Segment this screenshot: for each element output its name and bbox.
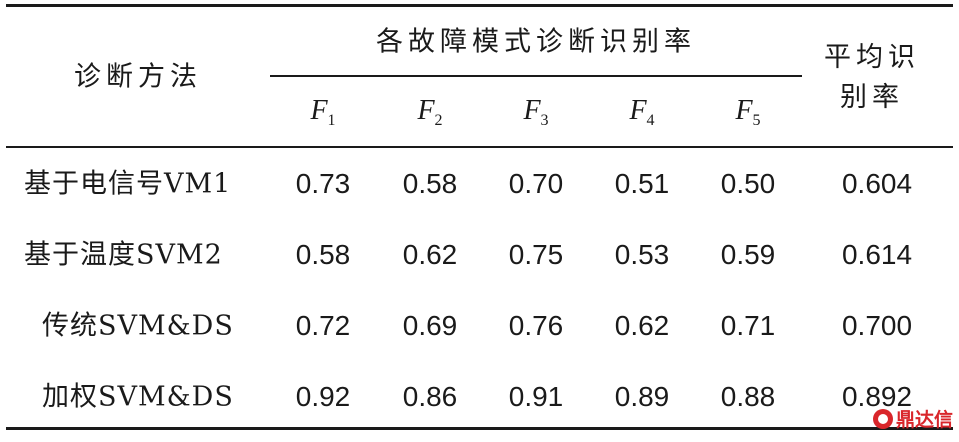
row-1-f2: 0.58 [402,168,458,199]
row-4-f4: 0.89 [614,381,670,412]
header-group: 各故障模式诊断识别率 [376,26,696,58]
header-mode-f3: F3 [523,95,549,129]
row-1-f4: 0.51 [614,168,670,199]
header-mode-f5: F5 [735,95,761,129]
row-3-method: 传统SVM&DS [42,310,234,342]
row-4-f3: 0.91 [508,381,564,412]
row-3-f5: 0.71 [720,310,776,341]
row-3-average: 0.700 [841,310,913,341]
row-2-f3: 0.75 [508,239,564,270]
row-1-f3: 0.70 [508,168,564,199]
row-2-f1: 0.58 [295,239,351,270]
row-1-f1: 0.73 [295,168,351,199]
row-2-average: 0.614 [841,239,913,270]
watermark: 鼎达信 [872,405,953,432]
row-3-f1: 0.72 [295,310,351,341]
header-mode-f2: F2 [417,95,443,129]
row-1-average: 0.604 [841,168,913,199]
group-header-rule [270,75,802,77]
row-4-average: 0.892 [841,381,913,412]
table-bottom-rule [6,427,953,430]
row-3-f3: 0.76 [508,310,564,341]
header-average-line1: 平均识 [824,42,920,73]
row-2-method: 基于温度SVM2 [24,239,223,271]
row-1-method: 基于电信号VM1 [24,168,232,200]
row-3-f4: 0.62 [614,310,670,341]
row-4-f5: 0.88 [720,381,776,412]
row-2-f5: 0.59 [720,239,776,270]
row-1-f5: 0.50 [720,168,776,199]
header-average: 平均识 别率 [812,38,932,118]
row-2-f2: 0.62 [402,239,458,270]
header-bottom-rule [6,146,953,148]
watermark-logo-icon [872,408,893,429]
header-mode-f1: F1 [310,95,336,129]
row-4-f2: 0.86 [402,381,458,412]
table-top-rule [6,4,953,7]
row-4-method: 加权SVM&DS [42,381,234,413]
header-mode-f4: F4 [629,95,655,129]
watermark-text: 鼎达信 [895,409,953,431]
row-3-f2: 0.69 [402,310,458,341]
header-average-line2: 别率 [840,82,904,113]
header-method: 诊断方法 [74,61,202,93]
row-2-f4: 0.53 [614,239,670,270]
row-4-f1: 0.92 [295,381,351,412]
